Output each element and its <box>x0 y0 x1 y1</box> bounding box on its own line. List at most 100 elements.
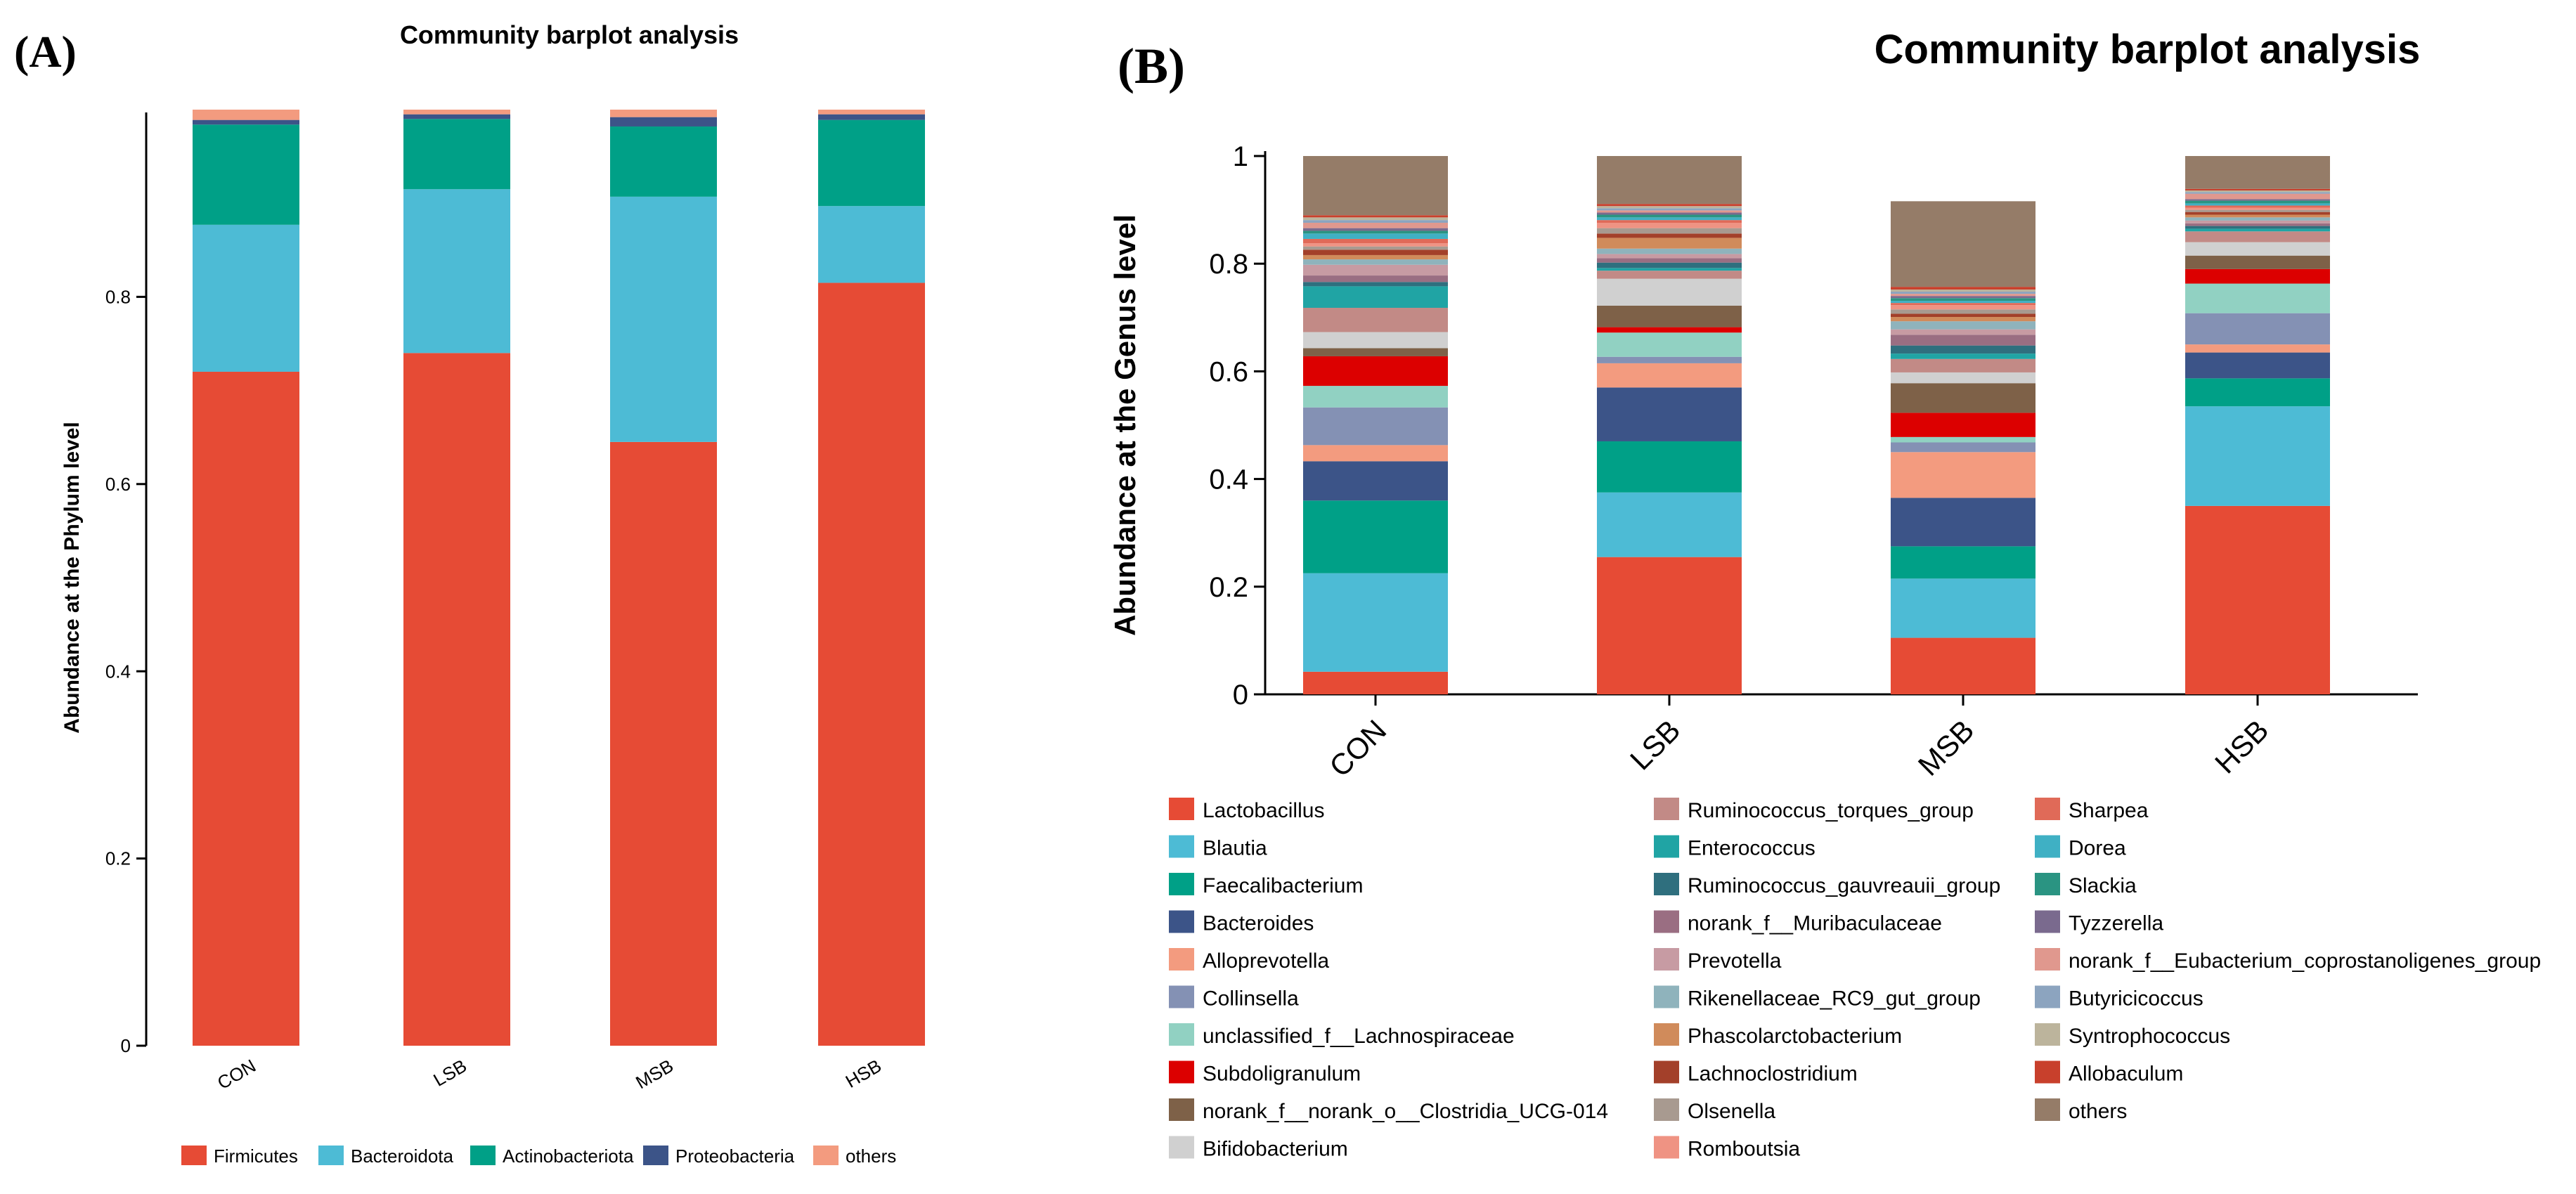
legend-label: Firmicutes <box>214 1146 298 1167</box>
legend-label: Lachnoclostridium <box>1688 1063 1858 1086</box>
bar-segment <box>818 206 925 283</box>
legend-label: Faecalibacterium <box>1203 874 1363 897</box>
legend-label: Syntrophococcus <box>2069 1025 2230 1048</box>
bar-segment <box>2185 207 2330 210</box>
legend-label: others <box>2069 1100 2127 1123</box>
bar-segment <box>1597 305 1742 327</box>
legend-swatch <box>1169 1136 1194 1159</box>
legend-label: Actinobacteriota <box>503 1146 634 1167</box>
bar-segment <box>2185 220 2330 223</box>
bar-segment <box>2185 352 2330 379</box>
bar-segment <box>2185 242 2330 256</box>
y-tick-label: 0 <box>1233 680 1248 710</box>
bar-segment <box>2185 255 2330 269</box>
chart-title: Community barplot analysis <box>1875 27 2421 72</box>
bar-segment <box>2185 406 2330 506</box>
bar-segment <box>2185 212 2330 215</box>
legend-swatch <box>1654 1136 1679 1159</box>
bar-segment <box>1597 387 1742 441</box>
legend-label: Dorea <box>2069 837 2126 860</box>
bar-segment <box>1303 275 1448 283</box>
bar-segment <box>2185 226 2330 229</box>
bar-segment <box>1303 259 1448 265</box>
bar-segment <box>1891 292 2035 294</box>
legend-label: unclassified_f__Lachnospiraceae <box>1203 1025 1515 1048</box>
bar-segment <box>2185 231 2330 242</box>
legend-label: Ruminococcus_torques_group <box>1688 799 1974 822</box>
x-category-label: LSB <box>1624 713 1686 776</box>
bar-segment <box>1303 222 1448 228</box>
bar-segment <box>2185 217 2330 221</box>
bar-segment <box>2185 344 2330 353</box>
legend-swatch <box>1169 1023 1194 1046</box>
legend-label: Tyzzerella <box>2069 912 2163 935</box>
bar-segment <box>2185 313 2330 345</box>
bar-segment <box>1891 413 2035 437</box>
bar-segment <box>1303 249 1448 255</box>
legend-swatch <box>1169 835 1194 858</box>
legend-swatch <box>1169 873 1194 895</box>
legend-label: others <box>846 1146 896 1167</box>
legend-swatch <box>2035 948 2060 971</box>
legend-label: Phascolarctobacterium <box>1688 1025 1902 1048</box>
legend-swatch <box>643 1146 668 1165</box>
bar-segment <box>818 110 925 115</box>
legend-swatch <box>1654 1098 1679 1121</box>
bar-segment <box>1891 287 2035 290</box>
bar-segment <box>1891 358 2035 372</box>
legend-swatch <box>1169 910 1194 933</box>
bar-segment <box>1303 332 1448 349</box>
bar-segment <box>1891 345 2035 354</box>
legend-label: Slackia <box>2069 874 2137 897</box>
legend-swatch <box>813 1146 839 1165</box>
bar-segment <box>1597 212 1742 215</box>
bar-segment <box>1303 231 1448 234</box>
bar-segment <box>1891 498 2035 547</box>
bar-segment <box>2185 223 2330 226</box>
legend-swatch <box>2035 835 2060 858</box>
bar-segment <box>1597 222 1742 228</box>
legend-swatch <box>181 1146 207 1165</box>
bar-segment <box>2185 228 2330 232</box>
bar-segment <box>1303 156 1448 216</box>
bar-segment <box>1597 254 1742 259</box>
y-tick-label: 0.8 <box>1209 249 1248 280</box>
bar-segment <box>1891 436 2035 443</box>
bar-segment <box>193 110 299 120</box>
legend-label: Bacteroides <box>1203 912 1314 935</box>
bar-segment <box>1303 228 1448 231</box>
legend-swatch <box>1169 1098 1194 1121</box>
bar-segment <box>1597 278 1742 306</box>
legend-label: Enterococcus <box>1688 837 1816 860</box>
bar-segment <box>1891 637 2035 694</box>
bar-segment <box>1303 254 1448 260</box>
bar-segment <box>1303 215 1448 218</box>
bar-segment <box>1597 238 1742 249</box>
bar-segment <box>2185 283 2330 313</box>
bar-segment <box>610 110 717 117</box>
chart-phylum: Community barplot analysis 0 0.2 0.4 0.6 0.8 A… <box>60 20 925 1167</box>
bar-segment <box>403 110 510 115</box>
bar-segment <box>1303 573 1448 672</box>
bar-segment <box>1597 258 1742 263</box>
bar-segment <box>1891 309 2035 314</box>
bar-segment <box>1891 321 2035 330</box>
bar-segment <box>1303 264 1448 276</box>
bar-segment <box>2185 214 2330 218</box>
bar-segment <box>610 117 717 126</box>
bar-segment <box>193 124 299 225</box>
panel-a-label: (A) <box>14 27 77 77</box>
chart-title: Community barplot analysis <box>400 20 739 49</box>
bar-segment <box>1891 201 2035 287</box>
bar-segment <box>2185 188 2330 191</box>
legend-swatch <box>470 1146 496 1165</box>
bar-segment <box>1303 356 1448 387</box>
bar-segment <box>1597 262 1742 268</box>
legend-label: Bacteroidota <box>351 1146 454 1167</box>
bar-segment <box>1597 492 1742 557</box>
bar-segment <box>1303 671 1448 694</box>
bar-segment <box>1303 220 1448 223</box>
legend-swatch <box>1654 1023 1679 1046</box>
bar-segment <box>1891 294 2035 297</box>
